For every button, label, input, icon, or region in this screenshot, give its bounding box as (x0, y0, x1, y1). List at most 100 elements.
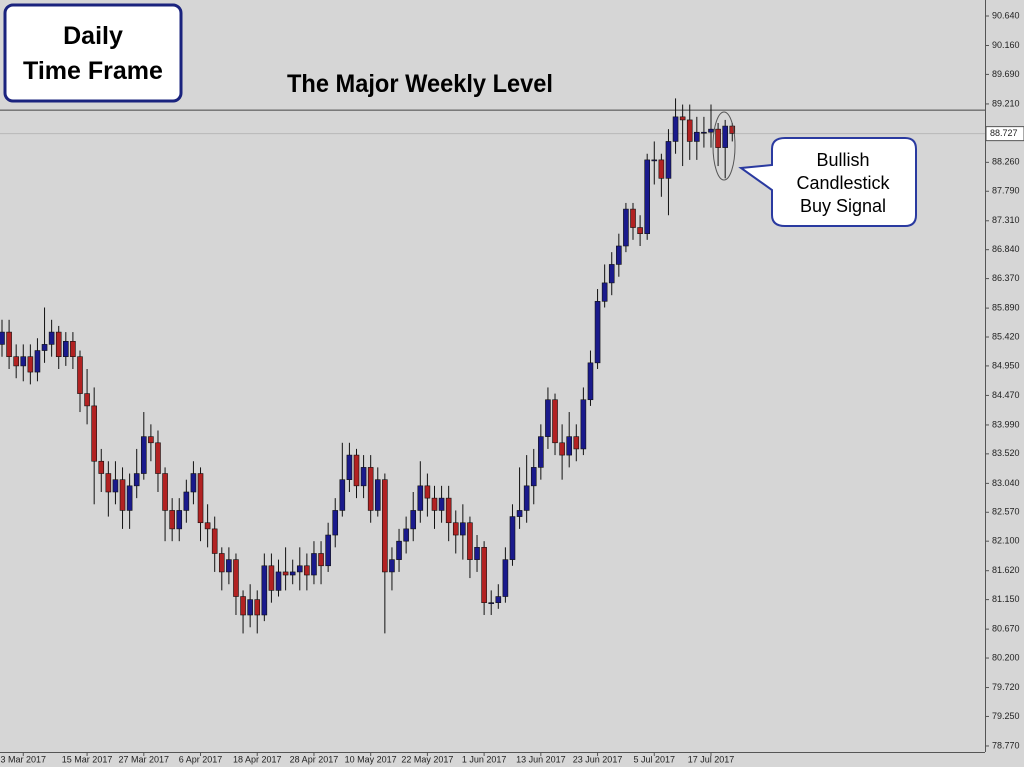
candle-body (445, 497, 452, 524)
candle-body (722, 125, 728, 148)
x-tick-label: 22 May 2017 (401, 754, 453, 764)
candle-body (665, 141, 672, 179)
candle-body (41, 344, 48, 351)
signal-line: Bullish (816, 150, 869, 170)
candle-body (155, 442, 161, 474)
x-tick-label: 15 Mar 2017 (62, 754, 113, 764)
timeframe-box (3, 3, 183, 103)
candle-body (339, 479, 346, 511)
y-tick-label: 88.260 (992, 157, 1020, 167)
candle-body (601, 282, 608, 302)
price-label: 88.727 (990, 128, 1018, 138)
candle-body (460, 522, 466, 536)
candle-body (13, 356, 19, 367)
y-tick-label: 84.950 (992, 360, 1020, 370)
candle-body (48, 331, 55, 345)
candle-body (218, 553, 225, 573)
signal-line: Candlestick (796, 173, 890, 193)
candle-body (566, 436, 573, 456)
candle-body (623, 208, 629, 247)
candle-body (296, 565, 303, 573)
candle-body (672, 116, 679, 142)
candle-body (254, 599, 261, 616)
x-tick-label: 10 May 2017 (345, 754, 397, 764)
candle-body (55, 331, 62, 357)
candle-body (112, 479, 119, 493)
level-title: The Major Weekly Level (287, 70, 553, 98)
candle-body (488, 602, 495, 604)
candle-body (176, 510, 183, 530)
candle-body (538, 436, 544, 468)
x-tick-label: 27 Mar 2017 (119, 754, 170, 764)
y-tick-label: 80.670 (992, 624, 1020, 634)
candle-body (169, 510, 175, 530)
candle-body (573, 436, 580, 450)
y-tick-label: 85.890 (992, 302, 1020, 312)
candle-body (424, 485, 431, 499)
candle-body (637, 227, 643, 234)
x-tick-label: 3 Mar 2017 (1, 754, 47, 764)
candle-body (162, 473, 168, 511)
price-label-box (985, 126, 1024, 142)
signal-callout (738, 137, 917, 227)
candle-body (226, 559, 232, 573)
candle-body (261, 565, 268, 616)
candle-body (502, 559, 509, 597)
candle-body (516, 510, 523, 517)
candle-body (6, 331, 12, 357)
candle-body (233, 559, 239, 597)
candle-body (367, 467, 374, 511)
candle-body (318, 553, 324, 567)
y-tick-label: 83.990 (992, 419, 1020, 429)
candle-body (133, 473, 140, 487)
y-tick-label: 79.250 (992, 711, 1020, 721)
signal-line: Buy Signal (800, 196, 886, 216)
candle-body (467, 522, 473, 560)
candle-body (608, 264, 615, 284)
candle-body (552, 399, 558, 444)
y-tick-label: 82.100 (992, 536, 1020, 546)
candle-body (332, 510, 339, 536)
candles (0, 98, 736, 634)
candle-body (686, 119, 693, 142)
candle-body (360, 467, 367, 487)
y-tick-label: 86.840 (992, 244, 1020, 254)
y-tick-label: 82.570 (992, 507, 1020, 517)
candle-body (382, 479, 388, 573)
y-tick-label: 89.210 (992, 98, 1020, 108)
candle-body (84, 393, 90, 407)
candle-body (126, 485, 133, 511)
candle-body (190, 473, 197, 493)
candle-body (148, 436, 154, 444)
candle-body (63, 341, 69, 357)
candle-body (240, 596, 246, 616)
y-tick-label: 85.420 (992, 331, 1020, 341)
x-tick-label: 13 Jun 2017 (516, 754, 566, 764)
candle-body (545, 399, 551, 437)
candle-body (708, 128, 714, 133)
x-tick-label: 28 Apr 2017 (290, 754, 339, 764)
x-tick-label: 5 Jul 2017 (634, 754, 676, 764)
candle-body (141, 436, 147, 474)
candle-body (105, 473, 112, 493)
candle-body (268, 565, 275, 591)
y-tick-label: 79.720 (992, 682, 1020, 692)
candle-body (325, 534, 331, 567)
candle-body (679, 116, 686, 121)
candle-body (438, 497, 445, 511)
candle-body (580, 399, 587, 450)
candle-body (91, 405, 97, 462)
candle-body (70, 341, 76, 357)
candle-body (247, 599, 253, 616)
x-tick-label: 18 Apr 2017 (233, 754, 282, 764)
candle-body (346, 454, 353, 480)
candle-body (289, 571, 296, 576)
candle-body (523, 485, 530, 511)
candle-body (474, 547, 480, 560)
candle-body (694, 131, 700, 142)
candle-body (34, 350, 41, 373)
y-tick-label: 83.520 (992, 448, 1020, 458)
candle-body (204, 522, 211, 530)
x-tick-label: 1 Jun 2017 (462, 754, 507, 764)
